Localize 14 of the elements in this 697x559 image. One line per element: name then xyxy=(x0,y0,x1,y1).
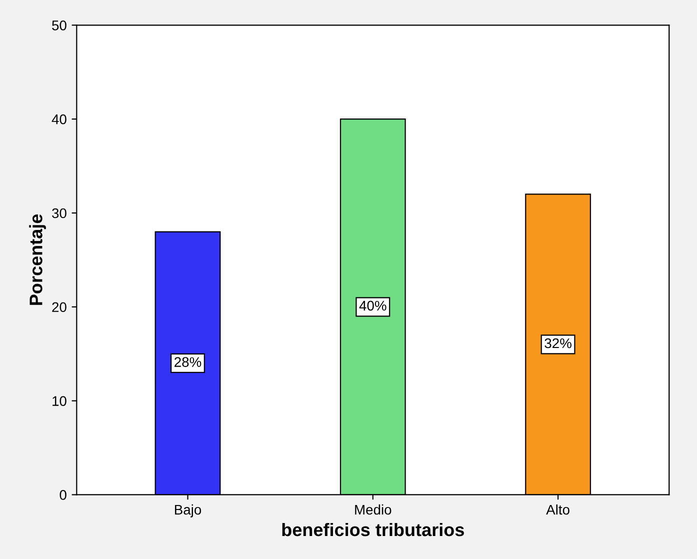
x-axis-title: beneficios tributarios xyxy=(282,522,464,536)
x-tick-label: Bajo xyxy=(174,504,202,518)
y-tick-label: 0 xyxy=(60,490,66,500)
data-label: 32% xyxy=(544,338,572,348)
data-label: 40% xyxy=(359,300,386,311)
x-tick-label: Alto xyxy=(546,504,570,515)
y-axis-title: Porcentaje xyxy=(29,214,46,305)
y-tick-label: 50 xyxy=(52,20,66,30)
data-label: 28% xyxy=(174,357,202,367)
y-tick-label: 30 xyxy=(52,208,66,218)
y-tick-label: 10 xyxy=(52,396,66,406)
x-tick-label: Medio xyxy=(355,504,392,515)
y-tick-label: 40 xyxy=(52,114,66,124)
y-tick-label: 20 xyxy=(52,302,66,312)
